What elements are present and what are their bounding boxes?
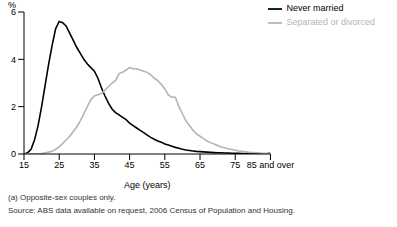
svg-text:25: 25	[54, 160, 64, 170]
svg-text:45: 45	[125, 160, 135, 170]
svg-text:55: 55	[160, 160, 170, 170]
html-text:Never married: Never married	[286, 3, 344, 14]
svg-text:75: 75	[230, 160, 240, 170]
svg-text:6: 6	[11, 7, 16, 17]
html-text:(a) Opposite-sex couples only.: (a) Opposite-sex couples only.	[8, 193, 116, 202]
svg-text:15: 15	[19, 160, 29, 170]
svg-text:Age (years): Age (years)	[124, 180, 171, 190]
svg-text:0: 0	[11, 149, 16, 159]
svg-text:65: 65	[195, 160, 205, 170]
svg-text:2: 2	[11, 102, 16, 112]
html-text:Separated or divorced: Separated or divorced	[286, 17, 375, 28]
html-text:Source: ABS data available on: Source: ABS data available on request, 2…	[8, 206, 295, 215]
svg-text:4: 4	[11, 55, 16, 65]
svg-text:85 and over: 85 and over	[247, 160, 295, 170]
svg-text:35: 35	[89, 160, 99, 170]
